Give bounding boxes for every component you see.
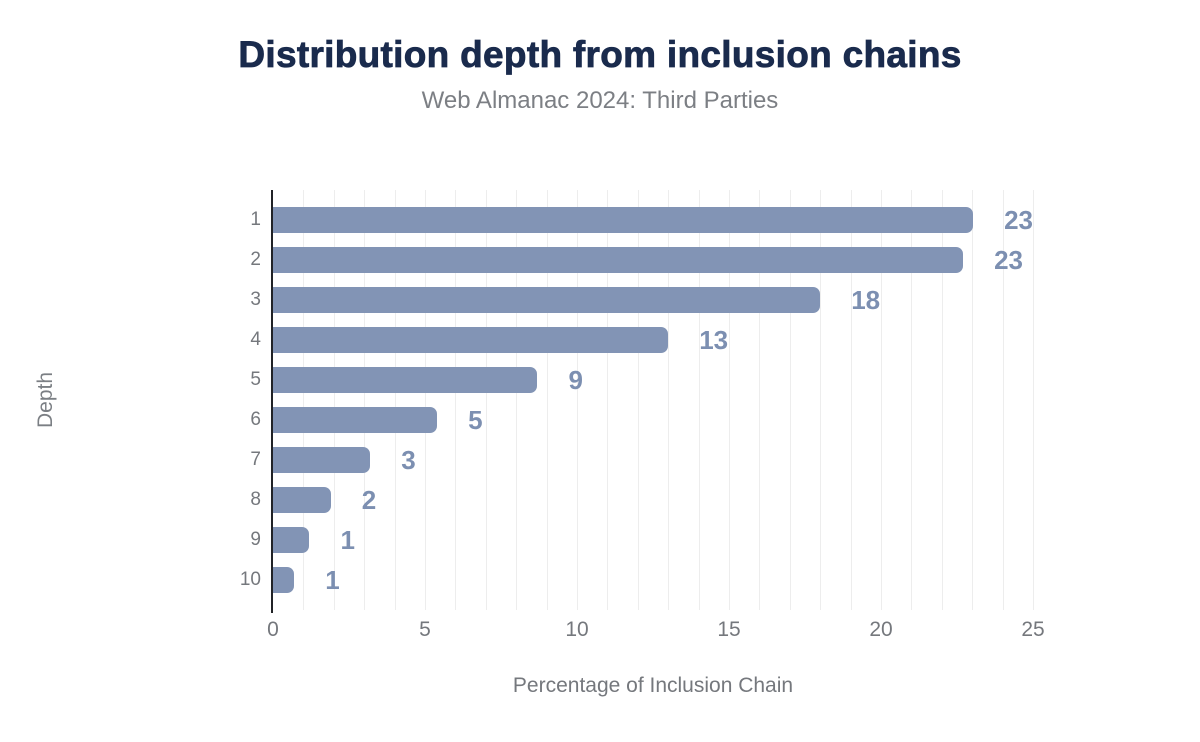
bar-value-label: 1 [340,524,355,555]
gridline [1002,190,1004,610]
y-axis-title: Depth [34,371,57,429]
y-tick-label: 10 [239,569,261,590]
bar [273,487,331,513]
gridline [941,190,943,610]
bar [273,247,964,273]
gridline [759,190,761,610]
bar-value-label: 9 [568,364,583,395]
bar-row: 1 23 [250,200,1033,240]
y-tick-label: 5 [250,369,261,390]
y-axis-line [271,190,273,613]
y-tick-label: 8 [250,489,261,510]
x-tick-labels: 0 5 10 15 20 25 [267,618,1045,642]
gridline [425,190,426,610]
bar [273,407,438,433]
bar [273,527,310,553]
gridlines [273,190,1034,610]
bar-row: 10 1 [240,560,1033,600]
gridline [972,190,974,610]
chart-title: Distribution depth from inclusion chains [238,34,962,76]
gridline [1033,190,1034,610]
x-tick-label: 20 [869,618,893,641]
gridline [850,190,852,610]
y-tick-label: 3 [250,289,261,310]
gridline [516,190,518,610]
bar [273,367,538,393]
x-tick-label: 15 [717,618,741,641]
bar-value-label: 13 [699,324,729,355]
bar [273,447,371,473]
bar [273,327,669,353]
x-axis-title: Percentage of Inclusion Chain [512,674,794,697]
gridline [303,190,305,610]
x-tick-label: 25 [1021,618,1045,641]
y-tick-label: 9 [250,529,261,550]
bar-row: 2 23 [250,240,1033,280]
bar-value-label: 23 [1004,204,1033,235]
plot-area: 1 23 2 23 3 18 4 13 5 9 6 5 7 3 8 2 9 1 10 1 0 5 10 15 20 25 Per… [240,190,1045,697]
bar [273,287,821,313]
gridline [455,190,457,610]
gridline [698,190,700,610]
y-tick-label: 6 [250,409,261,430]
chart-subtitle: Web Almanac 2024: Third Parties [421,87,779,114]
bar-value-label: 23 [994,244,1023,275]
gridline [911,190,913,610]
gridline [364,190,366,610]
bar-value-label: 2 [361,484,377,515]
x-tick-label: 5 [419,618,431,641]
x-tick-label: 0 [267,618,279,641]
x-tick-label: 10 [565,618,589,641]
gridline [485,190,487,610]
gridline [333,190,335,610]
bar [273,207,974,233]
gridline [637,190,639,610]
y-tick-label: 7 [250,449,261,470]
bar-value-label: 1 [325,564,340,595]
gridline [577,190,578,610]
gridline [668,190,670,610]
gridline [394,190,396,610]
y-tick-label: 2 [250,249,261,270]
gridline [546,190,548,610]
gridline [820,190,822,610]
bar-value-label: 3 [401,444,416,475]
y-tick-label: 4 [250,329,261,350]
gridline [607,190,609,610]
bar-row: 4 13 [250,320,1033,360]
bar-value-label: 5 [468,404,483,435]
bar [273,567,295,593]
gridline [881,190,882,610]
bar-value-label: 18 [851,284,881,315]
y-tick-label: 1 [250,209,261,230]
bar-row: 3 18 [250,280,1033,320]
gridline [789,190,791,610]
bar-rows: 1 23 2 23 3 18 4 13 5 9 6 5 7 3 8 2 9 1 10 1 [240,200,1033,600]
gridline [729,190,730,610]
